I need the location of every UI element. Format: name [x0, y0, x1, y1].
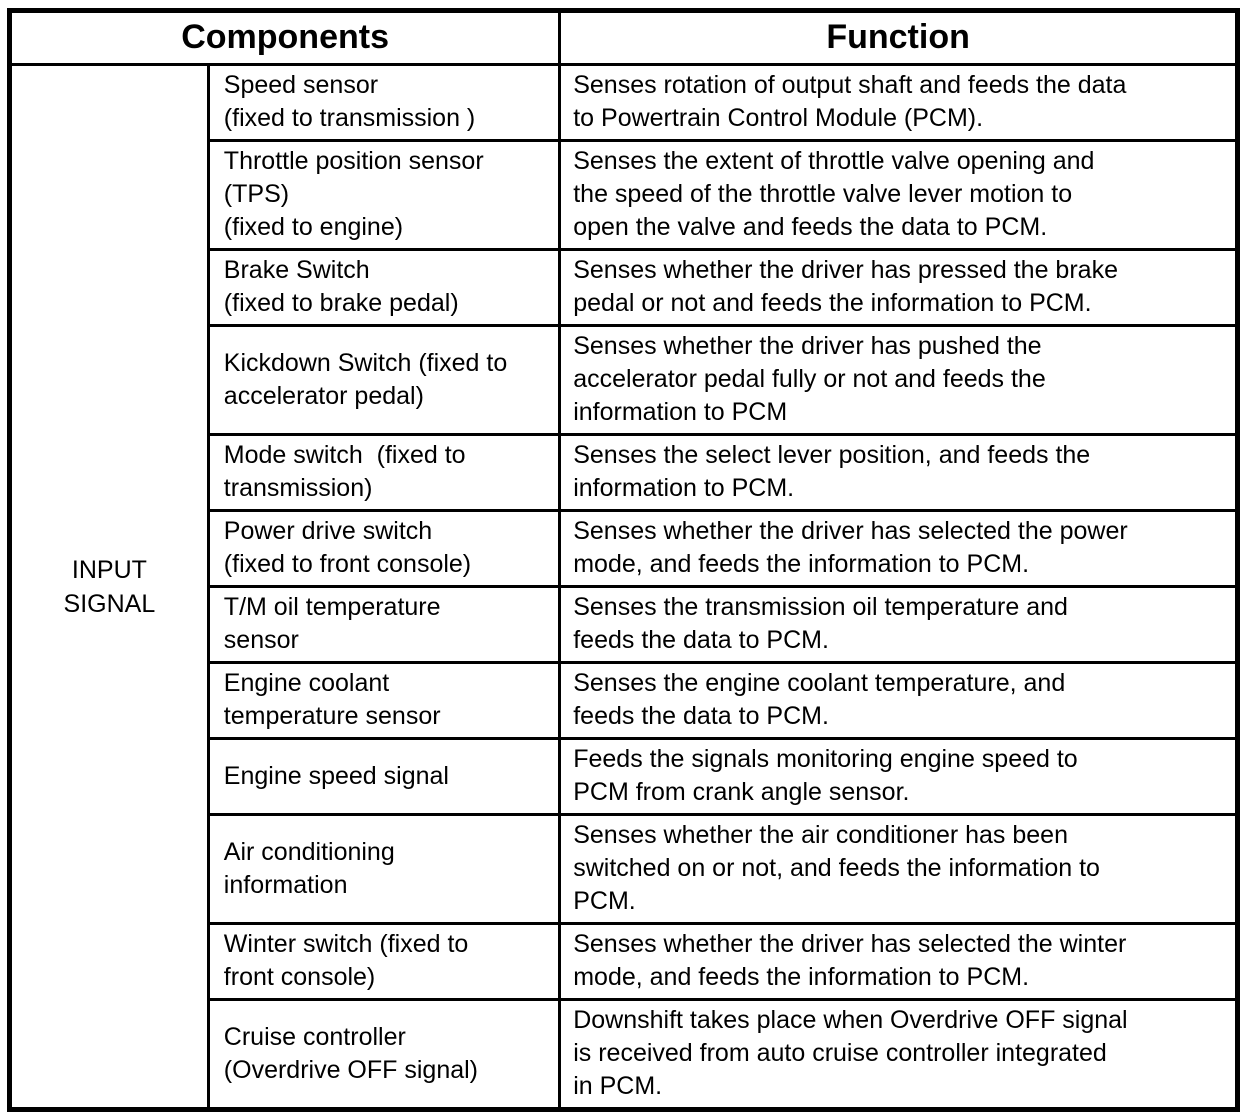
component-cell: Kickdown Switch (fixed to accelerator pe…: [206, 324, 562, 436]
table-row: INPUT SIGNAL Speed sensor (fixed to tran…: [8, 63, 1239, 1111]
component-cell: Cruise controller (Overdrive OFF signal): [206, 998, 562, 1111]
table-row: Winter switch (fixed to front console) S…: [10, 922, 1239, 1001]
function-cell: Senses the transmission oil temperature …: [558, 585, 1239, 664]
component-cell: Speed sensor (fixed to transmission ): [206, 63, 562, 142]
component-cell: Engine coolant temperature sensor: [206, 661, 562, 740]
function-cell: Senses whether the driver has selected t…: [558, 509, 1239, 588]
components-column-header: Components: [7, 9, 562, 66]
function-cell: Senses the select lever position, and fe…: [558, 433, 1239, 512]
component-cell: Power drive switch (fixed to front conso…: [206, 509, 562, 588]
function-column-header: Function: [558, 9, 1239, 66]
component-cell: Throttle position sensor (TPS) (fixed to…: [206, 139, 562, 251]
function-cell: Senses rotation of output shaft and feed…: [558, 63, 1239, 142]
table-row: T/M oil temperature sensor Senses the tr…: [10, 585, 1239, 664]
table-row: Kickdown Switch (fixed to accelerator pe…: [10, 324, 1239, 436]
function-cell: Senses whether the driver has selected t…: [558, 922, 1239, 1001]
table-row: Cruise controller (Overdrive OFF signal)…: [10, 998, 1239, 1111]
function-cell: Senses the engine coolant temperature, a…: [558, 661, 1239, 740]
table-row: Mode switch (fixed to transmission) Sens…: [10, 433, 1239, 512]
function-cell: Feeds the signals monitoring engine spee…: [558, 737, 1239, 816]
component-cell: T/M oil temperature sensor: [206, 585, 562, 664]
function-cell: Senses whether the driver has pressed th…: [558, 248, 1239, 327]
table-row: Brake Switch (fixed to brake pedal) Sens…: [10, 248, 1239, 327]
table-row: Throttle position sensor (TPS) (fixed to…: [10, 139, 1239, 251]
table-row: Power drive switch (fixed to front conso…: [10, 509, 1239, 588]
function-cell: Senses the extent of throttle valve open…: [558, 139, 1239, 251]
component-cell: Mode switch (fixed to transmission): [206, 433, 562, 512]
component-cell: Air conditioning information: [206, 813, 562, 925]
function-cell: Senses whether the air conditioner has b…: [558, 813, 1239, 925]
header-row: Components Function: [7, 9, 1239, 66]
component-cell: Brake Switch (fixed to brake pedal): [206, 248, 562, 327]
function-cell: Downshift takes place when Overdrive OFF…: [558, 998, 1239, 1111]
component-cell: Winter switch (fixed to front console): [206, 922, 562, 1001]
function-cell: Senses whether the driver has pushed the…: [558, 324, 1239, 436]
component-cell: Engine speed signal: [206, 737, 562, 816]
table-row: Engine coolant temperature sensor Senses…: [10, 661, 1239, 740]
table-row: Air conditioning information Senses whet…: [10, 813, 1239, 925]
table-row: Engine speed signal Feeds the signals mo…: [10, 737, 1239, 816]
input-signal-table: Components Function INPUT SIGNAL Speed s…: [7, 8, 1240, 1112]
input-signal-group-label: INPUT SIGNAL: [8, 63, 210, 1111]
